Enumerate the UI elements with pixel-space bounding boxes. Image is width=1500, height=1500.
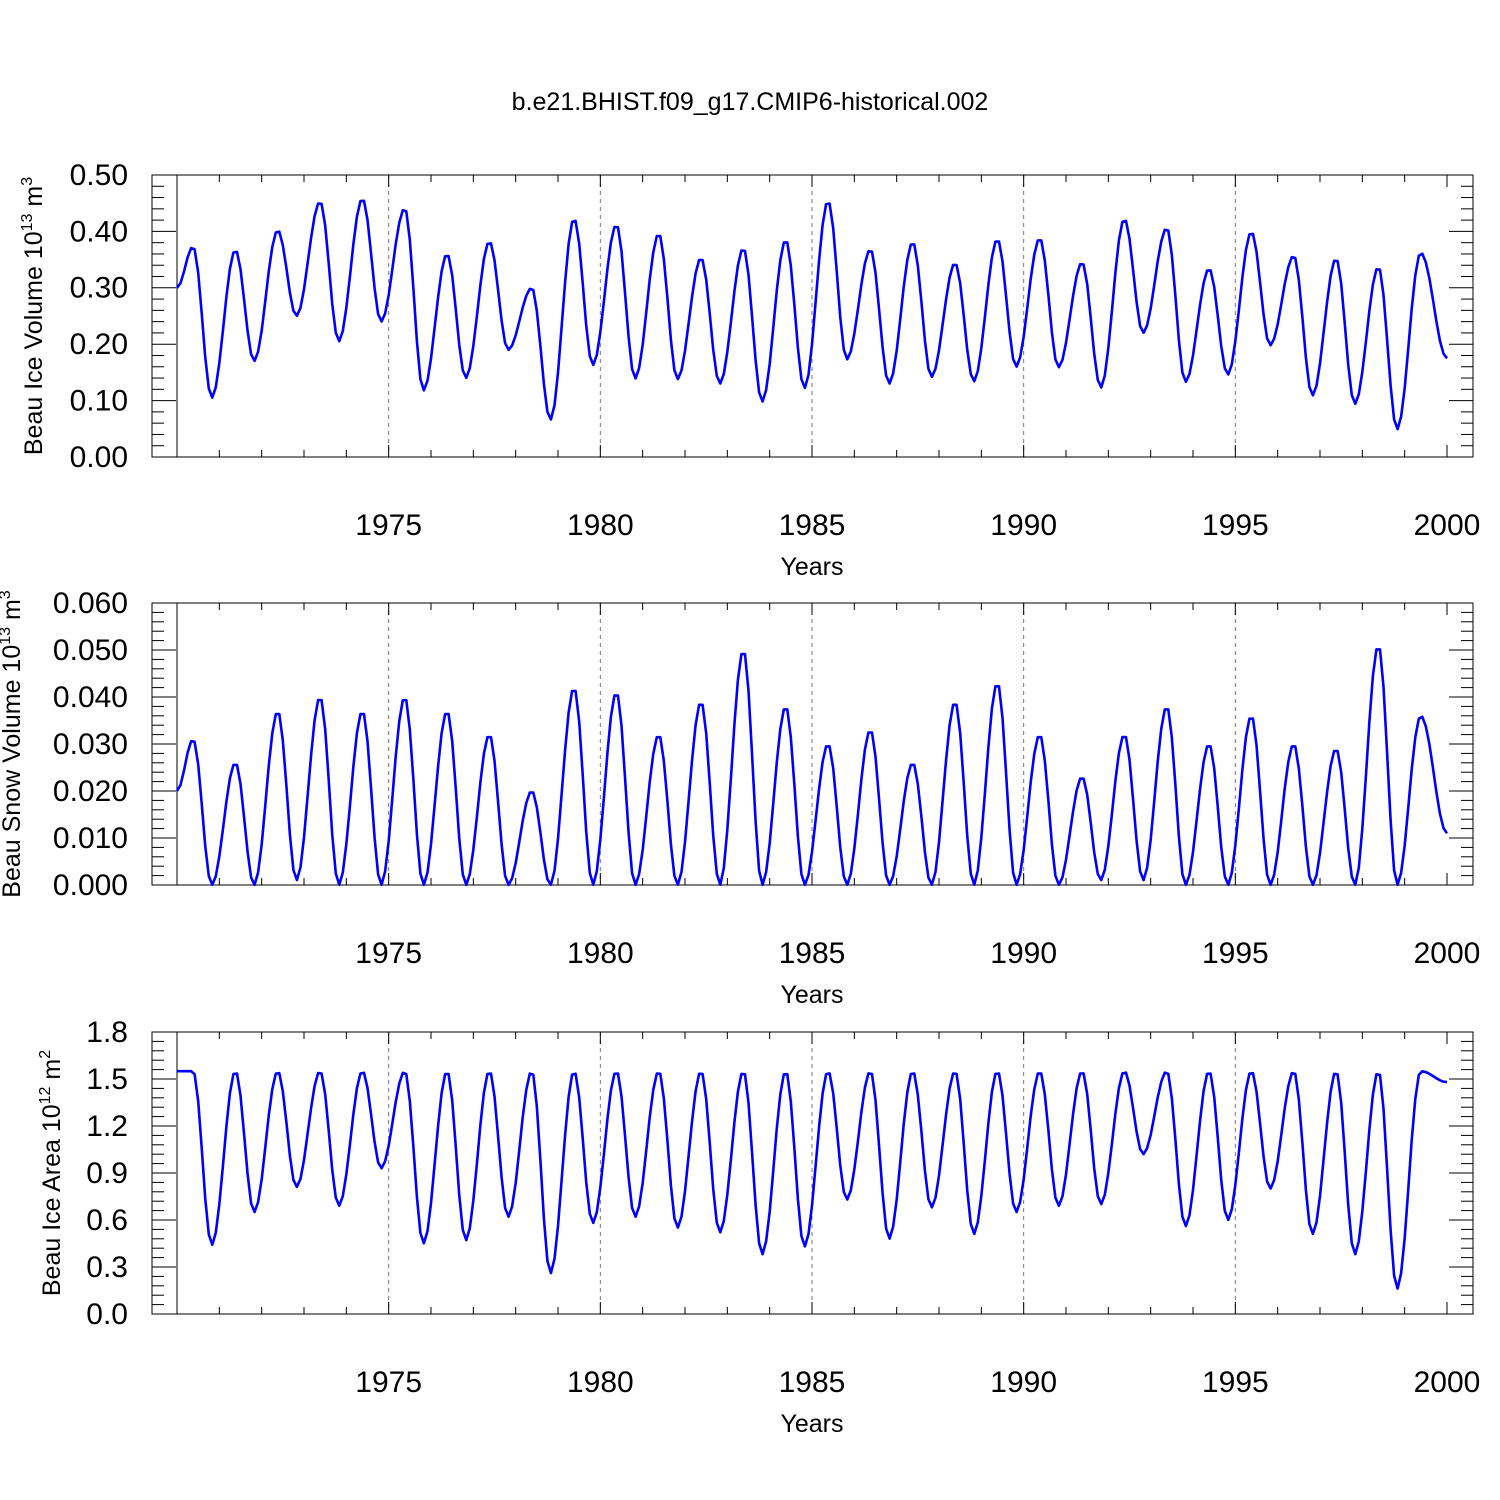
x-tick-label: 1995 — [1202, 509, 1269, 542]
x-tick-label: 1980 — [567, 937, 634, 970]
y-tick-label: 0.020 — [53, 775, 128, 808]
y-tick-label: 0.50 — [70, 159, 128, 192]
y-tick-label: 0.030 — [53, 728, 128, 761]
y-tick-label: 0.30 — [70, 272, 128, 305]
y-tick-label: 1.5 — [86, 1063, 128, 1096]
x-tick-label: 1975 — [355, 1366, 422, 1399]
y-tick-label: 0.40 — [70, 215, 128, 248]
y-tick-label: 0.20 — [70, 328, 128, 361]
x-axis-label: Years — [780, 553, 843, 581]
series-line — [175, 199, 1449, 431]
panel-2: 1975 1980 1985 1990 1995 2000 Years 0.000 0.010 0… — [0, 587, 1480, 1009]
y-axis-label: Beau Snow Volume 1013 m3 — [0, 590, 26, 898]
y-tick-label: 0.060 — [53, 587, 128, 620]
x-tick-label: 1995 — [1202, 937, 1269, 970]
y-tick-label: 0.040 — [53, 681, 128, 714]
y-tick-label: 0.0 — [86, 1298, 128, 1331]
y-tick-label: 0.3 — [86, 1251, 128, 1284]
y-tick-label: 0.010 — [53, 822, 128, 855]
x-tick-label: 1990 — [990, 509, 1057, 542]
x-axis-label: Years — [780, 1410, 843, 1438]
x-tick-label: 1985 — [779, 937, 846, 970]
y-tick-label: 1.8 — [86, 1016, 128, 1049]
y-tick-label: 0.9 — [86, 1157, 128, 1190]
y-tick-label: 0.000 — [53, 869, 128, 902]
y-tick-label: 0.00 — [70, 441, 128, 474]
x-tick-label: 1980 — [567, 1366, 634, 1399]
panel-1: 1975 1980 1985 1990 1995 2000 Years 0.00 0.10 0.2… — [19, 159, 1480, 581]
x-tick-label: 2000 — [1414, 1366, 1481, 1399]
x-tick-label: 1980 — [567, 509, 634, 542]
y-axis-label: Beau Ice Area 1012 m2 — [37, 1050, 66, 1296]
series-line — [177, 1069, 1448, 1290]
x-tick-label: 1990 — [990, 1366, 1057, 1399]
x-tick-label: 1990 — [990, 937, 1057, 970]
y-tick-label: 0.10 — [70, 385, 128, 418]
panel-3: 1975 1980 1985 1990 1995 2000 Years 0.0 0.3 0.6 0.… — [37, 1016, 1480, 1438]
x-tick-label: 1975 — [355, 509, 422, 542]
x-tick-label: 2000 — [1414, 937, 1481, 970]
series-line — [175, 648, 1449, 887]
x-tick-label: 1985 — [779, 1366, 846, 1399]
figure-title: b.e21.BHIST.f09_g17.CMIP6-historical.002 — [512, 88, 989, 116]
x-tick-label: 1975 — [355, 937, 422, 970]
x-tick-label: 2000 — [1414, 509, 1481, 542]
y-tick-label: 1.2 — [86, 1110, 128, 1143]
y-tick-label: 0.6 — [86, 1204, 128, 1237]
x-tick-label: 1995 — [1202, 1366, 1269, 1399]
y-tick-label: 0.050 — [53, 634, 128, 667]
x-axis-label: Years — [780, 981, 843, 1009]
x-tick-label: 1985 — [779, 509, 846, 542]
y-axis-label: Beau Ice Volume 1013 m3 — [19, 177, 48, 455]
